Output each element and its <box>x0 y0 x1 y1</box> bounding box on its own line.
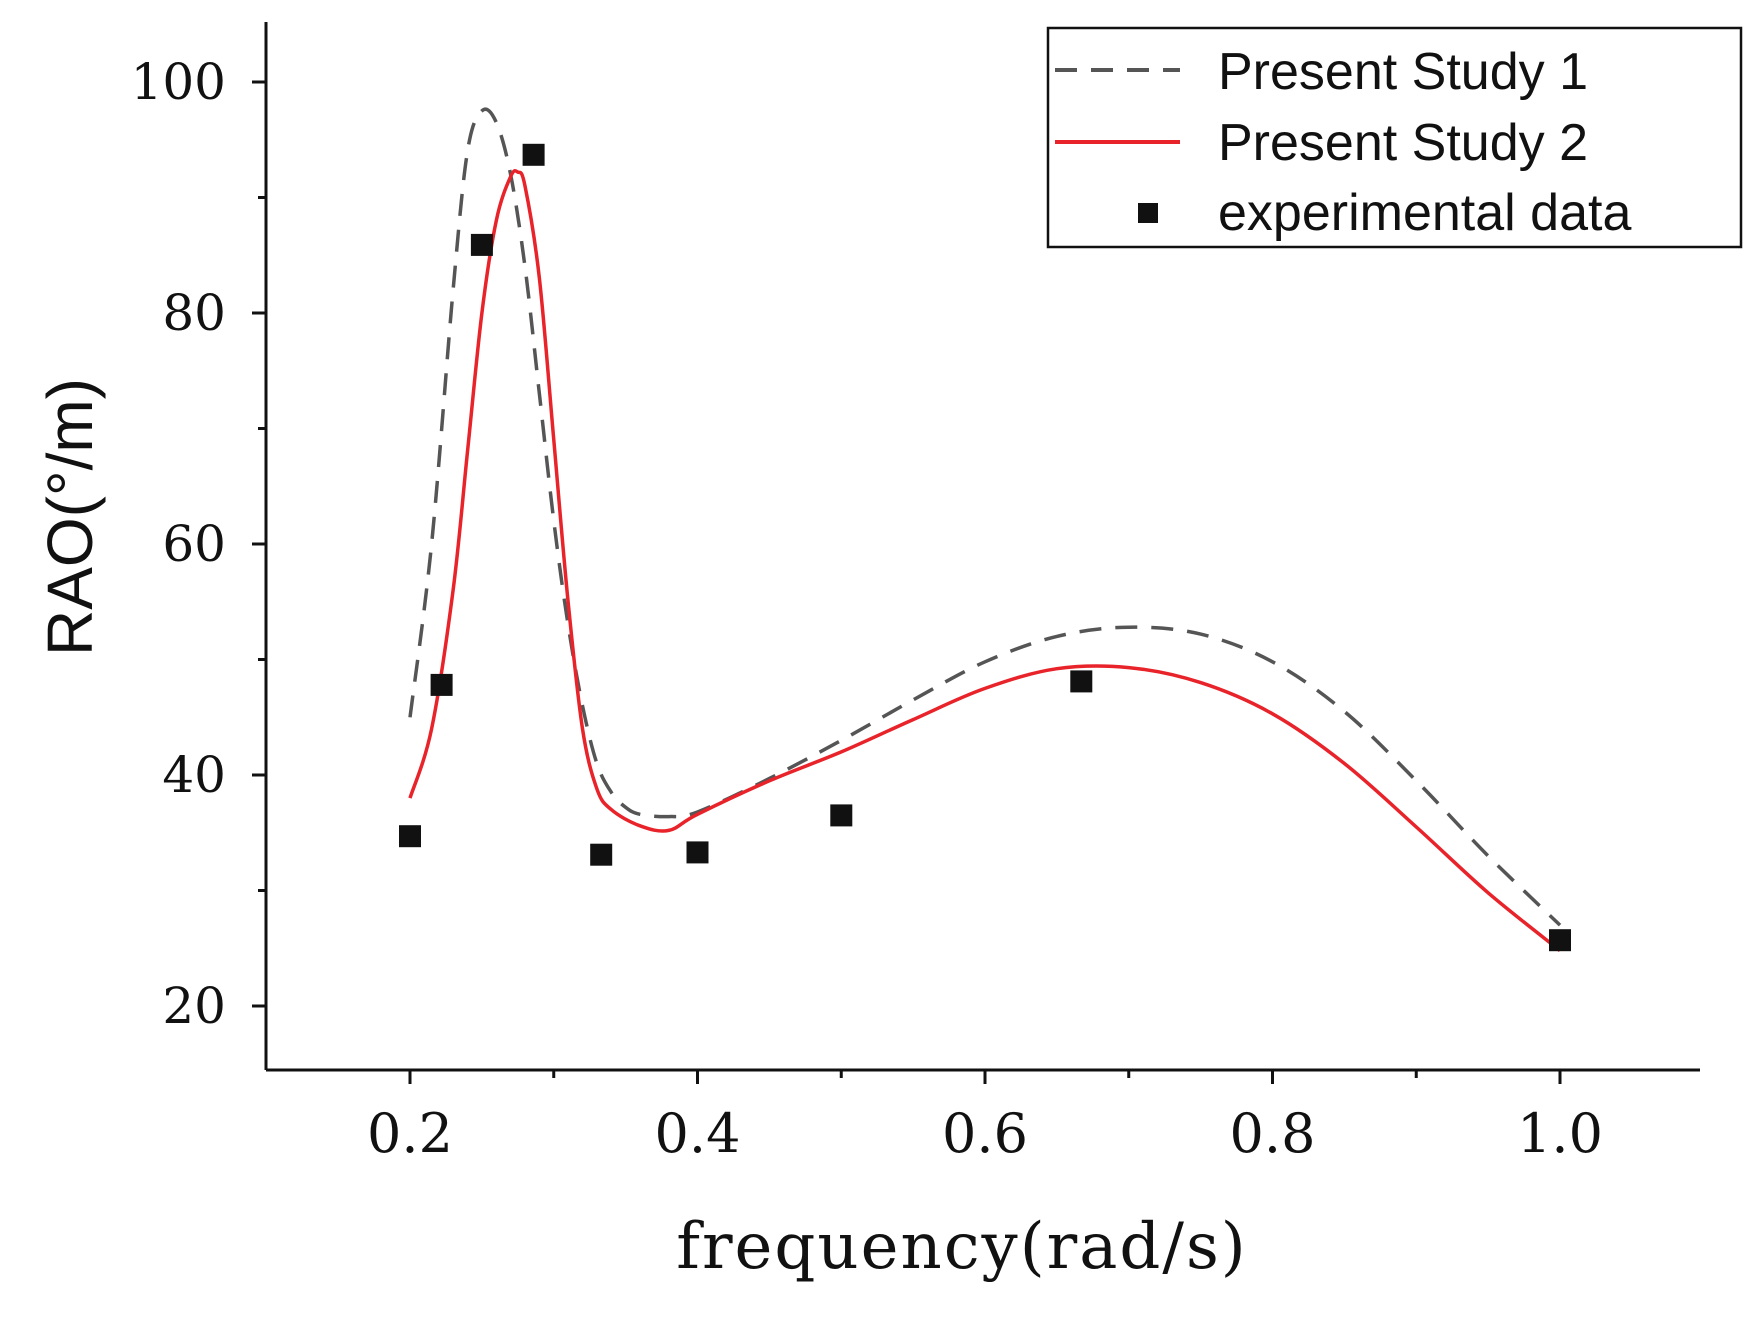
y-tick-label: 80 <box>162 284 226 342</box>
series-line-present-study-2 <box>408 168 1562 952</box>
experimental-data-point <box>590 843 613 866</box>
experimental-data-point <box>399 825 421 848</box>
y-axis-label: RAO(°/m) <box>34 378 106 656</box>
legend-box <box>1046 26 1743 249</box>
legend: Present Study 1 Present Study 2 experime… <box>1046 26 1743 249</box>
experimental-data-point <box>430 673 453 696</box>
y-tick-label: 100 <box>131 53 226 111</box>
x-tick-label: 0.6 <box>942 1102 1028 1165</box>
x-tick-label: 0.2 <box>367 1102 453 1165</box>
y-tick-label: 20 <box>162 977 226 1035</box>
legend-marker-experimental-data <box>1138 203 1158 223</box>
y-tick-label: 40 <box>162 746 226 804</box>
experimental-data-point <box>522 143 545 166</box>
x-axis-label: frequency(rad/s) <box>676 1210 1248 1284</box>
series-line-present-study-1 <box>408 107 1562 927</box>
y-tick-label: 60 <box>162 515 226 573</box>
legend-label-present-study-2: Present Study 2 <box>1218 114 1588 172</box>
x-tick-label: 0.4 <box>655 1102 741 1165</box>
experimental-data-point <box>1070 670 1093 693</box>
legend-label-present-study-1: Present Study 1 <box>1218 43 1588 101</box>
x-tick-label: 1.0 <box>1517 1102 1603 1165</box>
scatter-points <box>399 143 1571 952</box>
legend-label-experimental-data: experimental data <box>1218 184 1631 242</box>
experimental-data-point <box>686 841 709 864</box>
experimental-data-point <box>470 233 493 256</box>
experimental-data-point <box>830 804 853 827</box>
experimental-data-point <box>1549 929 1571 952</box>
tick-labels: 0.2 0.4 0.6 0.8 1.0 20 40 60 80 100 <box>131 53 1603 1165</box>
x-tick-label: 0.8 <box>1230 1102 1316 1165</box>
series-lines <box>408 107 1562 952</box>
ticks <box>252 80 1562 1084</box>
